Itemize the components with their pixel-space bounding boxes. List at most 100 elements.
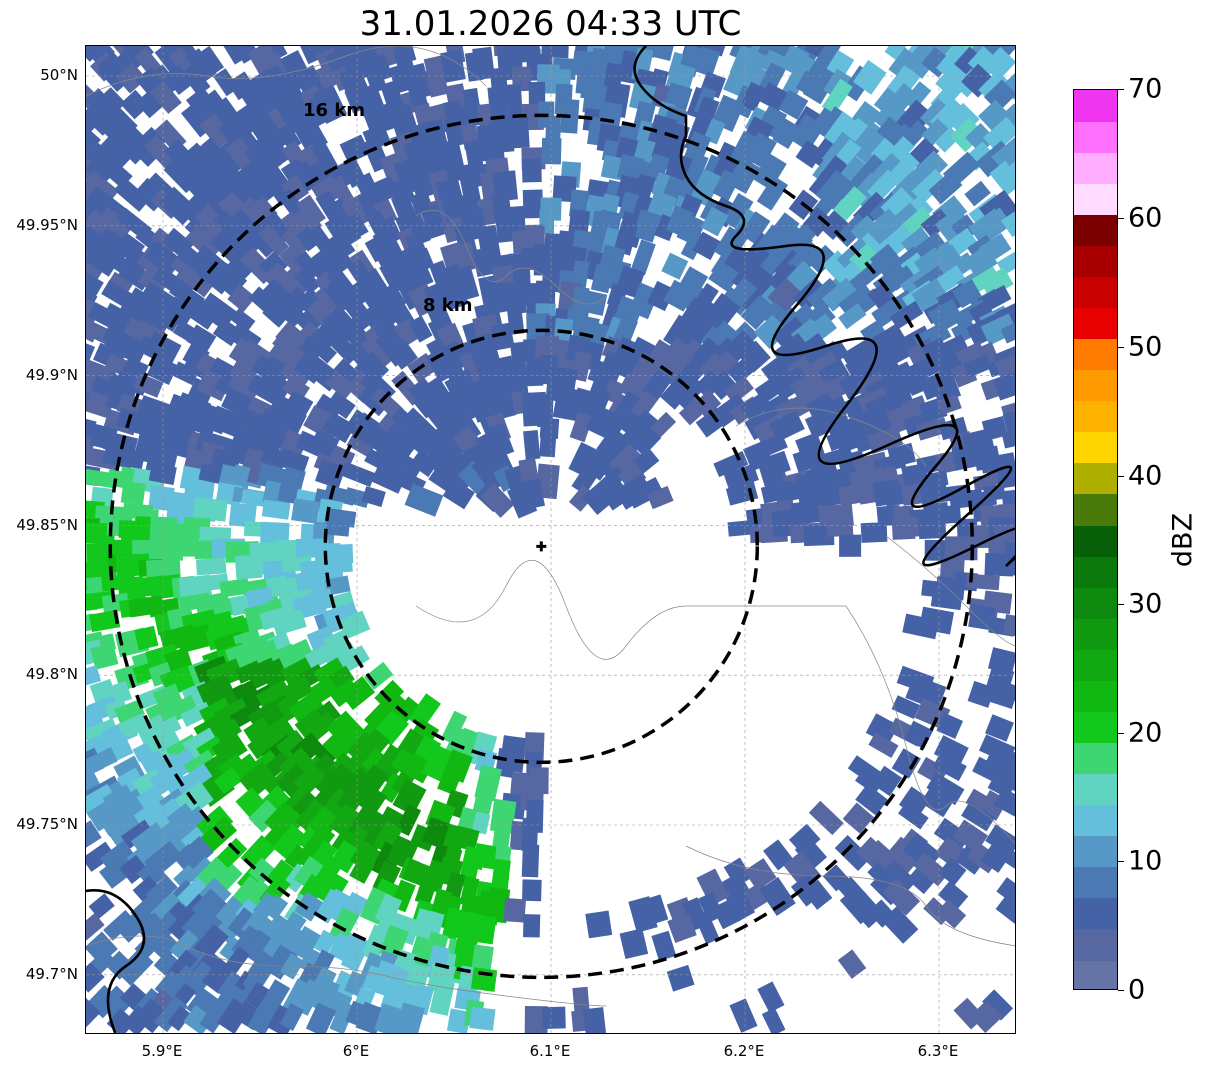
echo-cell — [695, 407, 728, 438]
echo-cell — [135, 88, 166, 119]
colorbar-segment — [1074, 214, 1117, 246]
echo-cell — [437, 439, 471, 474]
colorbar-segment — [1074, 369, 1117, 402]
radar-map[interactable] — [85, 45, 1016, 1034]
echo-cell — [277, 448, 310, 475]
echo-cell — [568, 209, 591, 238]
echo-cell — [116, 908, 152, 943]
colorbar-segment — [1074, 524, 1117, 557]
echo-cell — [324, 575, 351, 596]
echo-cell — [803, 313, 837, 346]
echo-cell — [115, 46, 146, 75]
echo-cell — [965, 122, 996, 154]
echo-cell — [772, 118, 801, 149]
echo-cell — [244, 639, 281, 668]
colorbar-tick-label: 0 — [1128, 974, 1146, 1006]
echo-cell — [264, 751, 292, 778]
echo-cell — [778, 89, 809, 120]
echo-cell — [933, 817, 971, 852]
echo-cell — [175, 624, 213, 654]
range-rings — [108, 113, 975, 980]
echo-cell — [964, 180, 991, 207]
echo-cell — [242, 929, 278, 967]
echo-cell — [808, 171, 836, 200]
echo-cell — [370, 387, 403, 419]
echo-cell — [470, 944, 494, 975]
colorbar-tick-label: 10 — [1128, 845, 1163, 877]
echo-cell — [437, 766, 463, 795]
colorbar-segment — [1074, 338, 1117, 371]
echo-cell — [408, 693, 441, 730]
borders — [86, 46, 1015, 1033]
echo-cell — [871, 765, 903, 797]
echo-cell — [996, 466, 1015, 489]
echo-cell — [630, 239, 656, 276]
echo-cell — [86, 414, 97, 441]
echo-cell — [120, 819, 154, 849]
echo-cell — [571, 465, 599, 496]
echo-cell — [117, 713, 150, 740]
echo-cell — [277, 478, 303, 505]
echo-cell — [115, 62, 147, 94]
echo-cell — [87, 695, 120, 722]
echo-cell — [145, 331, 182, 364]
echo-cell — [991, 136, 1015, 172]
echo-cell — [993, 787, 1015, 819]
echo-cell — [613, 315, 638, 345]
echo-cell — [752, 153, 787, 191]
echo-cell — [98, 245, 129, 273]
echo-cell — [900, 226, 932, 256]
echo-cell — [382, 422, 420, 458]
echo-cell — [313, 282, 344, 313]
echo-cell — [145, 558, 181, 580]
echo-cell — [786, 225, 817, 257]
echo-cell — [887, 265, 916, 291]
echo-cell — [961, 801, 996, 832]
echo-cell — [919, 98, 949, 128]
echo-cell — [440, 49, 466, 83]
echo-cell — [146, 355, 179, 386]
echo-cell — [86, 209, 112, 236]
echo-cell — [790, 499, 822, 526]
echo-cell — [491, 192, 512, 219]
echo-cell — [263, 819, 294, 850]
admin-border — [86, 935, 607, 1007]
echo-cell — [86, 665, 102, 688]
echo-cell — [349, 856, 375, 884]
echo-cell — [263, 894, 289, 921]
echo-cell — [134, 998, 169, 1033]
lon-tick-label: 6.3°E — [917, 1042, 959, 1060]
echo-cell — [305, 1002, 337, 1033]
echo-cell — [249, 542, 278, 558]
colorbar-segment — [1074, 804, 1117, 837]
echo-cell — [357, 386, 389, 417]
echo-cell — [227, 250, 258, 281]
echo-cell — [837, 949, 867, 979]
echo-cell — [488, 383, 517, 421]
echo-cell — [701, 292, 741, 334]
colorbar-segment — [1074, 307, 1117, 340]
echo-cell — [522, 189, 544, 219]
echo-cell — [404, 483, 444, 517]
echo-cell — [152, 537, 183, 561]
echo-cell — [261, 499, 291, 520]
echo-cell — [294, 891, 324, 922]
echo-cell — [121, 448, 146, 470]
echo-cell — [329, 1000, 356, 1033]
echo-cell — [663, 314, 694, 349]
echo-cell — [920, 783, 956, 818]
echo-cell — [740, 391, 773, 421]
echo-cell — [838, 302, 867, 330]
echo-cell — [452, 241, 479, 273]
echo-cell — [619, 928, 649, 960]
colorbar-segment — [1074, 711, 1117, 744]
echo-cell — [149, 516, 178, 541]
echo-cell — [572, 986, 590, 1013]
echo-cell — [393, 317, 422, 347]
echo-cell — [803, 525, 835, 547]
echo-cell — [176, 836, 214, 873]
echo-cell — [258, 224, 290, 257]
echo-cell — [196, 673, 236, 709]
echo-cell — [763, 839, 794, 871]
colorbar-tick-label: 60 — [1128, 202, 1163, 234]
